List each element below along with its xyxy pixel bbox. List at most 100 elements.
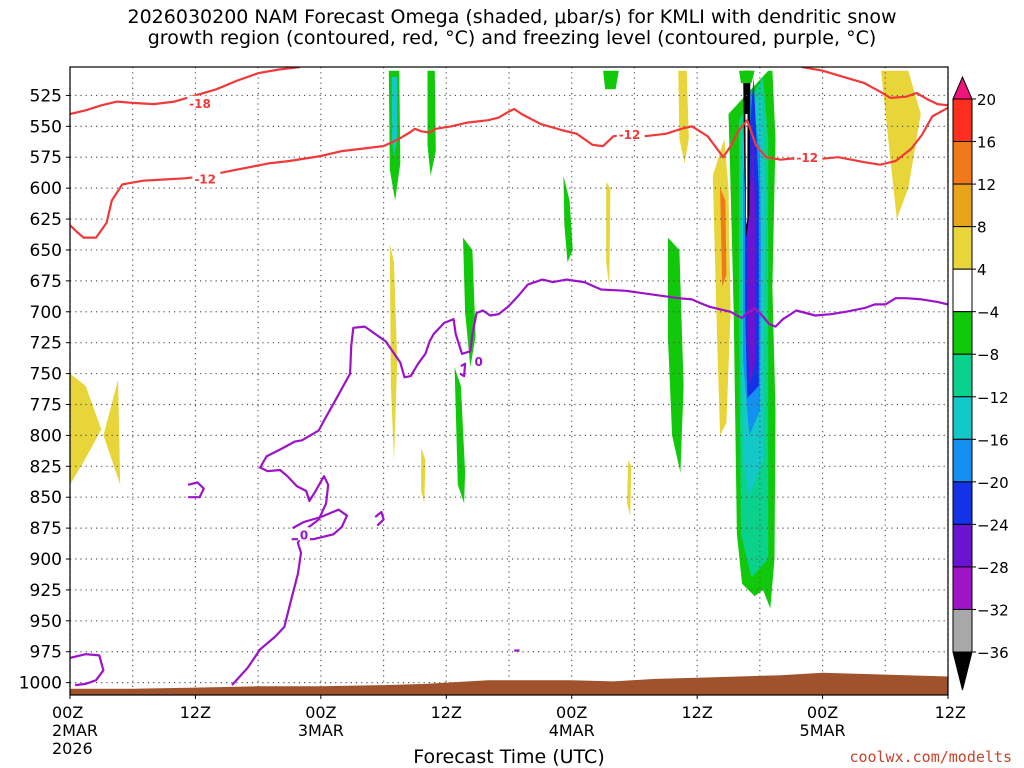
y-tick-label-875: 875 <box>30 519 62 539</box>
omega-region-13 <box>678 70 689 164</box>
y-tick-label-975: 975 <box>30 643 62 663</box>
colorbar: 20 16 12 8 4 −4 −8 −12 −16 −20 −24 −28 −32 −36 <box>952 75 1009 691</box>
terrain-fill <box>70 672 948 695</box>
chart-title-line-2: growth region (contoured, red, °C) and f… <box>147 27 877 49</box>
freezing-contour-4 <box>374 510 385 527</box>
x-tick-label-1: 12Z <box>180 703 211 722</box>
omega-region-15 <box>720 188 727 287</box>
colorbar-label-3: 8 <box>977 219 987 237</box>
colorbar-band-4 <box>952 226 973 270</box>
colorbar-label-13: −36 <box>977 644 1009 662</box>
x-tick-date-0: 2MAR <box>52 721 98 740</box>
dendritic-label-4: -12 <box>796 151 818 165</box>
colorbar-band-12 <box>952 566 973 610</box>
colorbar-label-7: −12 <box>977 389 1009 407</box>
colorbar-label-6: −8 <box>977 346 999 364</box>
omega-region-14 <box>712 138 731 436</box>
colorbar-band-13 <box>952 608 973 653</box>
x-tick-label-7: 12Z <box>935 703 966 722</box>
x-tick-label-6: 00Z <box>807 703 838 722</box>
omega-region-24 <box>739 70 755 84</box>
y-tick-label-825: 825 <box>30 457 62 477</box>
dendritic-contour-1 <box>801 67 948 107</box>
freezing-contour-5 <box>459 362 467 378</box>
dendritic-label-bg-3 <box>616 126 645 140</box>
dendritic-label-bg-0 <box>187 95 216 109</box>
colorbar-band-8 <box>952 396 973 440</box>
y-tick-label-525: 525 <box>30 86 62 106</box>
x-tick-date-4: 4MAR <box>549 721 595 740</box>
x-tick-date-2: 3MAR <box>298 721 344 740</box>
colorbar-label-12: −32 <box>977 601 1009 619</box>
colorbar-label-5: −4 <box>977 304 999 322</box>
y-tick-label-900: 900 <box>30 550 62 570</box>
omega-region-11 <box>627 460 632 516</box>
freezing-contour-1 <box>231 278 948 686</box>
colorbar-label-2: 12 <box>977 176 996 194</box>
colorbar-label-11: −28 <box>977 559 1009 577</box>
y-tick-label-700: 700 <box>30 303 62 323</box>
omega-region-10 <box>603 70 619 90</box>
omega-region-7 <box>454 367 466 504</box>
colorbar-bottom-triangle <box>952 651 973 691</box>
y-tick-label-725: 725 <box>30 334 62 354</box>
colorbar-band-6 <box>952 311 973 355</box>
x-tick-label-4: 00Z <box>556 703 587 722</box>
x-tick-year-0: 2026 <box>52 739 93 758</box>
y-tick-label-850: 850 <box>30 488 62 508</box>
omega-region-6 <box>463 237 476 368</box>
colorbar-band-11 <box>952 523 973 568</box>
y-tick-label-750: 750 <box>30 365 62 385</box>
colorbar-label-10: −24 <box>977 516 1009 534</box>
x-tick-label-2: 00Z <box>305 703 336 722</box>
watermark: coolwx.com/modelts <box>849 748 1012 766</box>
freezing-contour-2 <box>187 481 205 499</box>
y-tick-label-775: 775 <box>30 395 62 415</box>
y-tick-label-600: 600 <box>30 179 62 199</box>
freezing-label-bg-1 <box>472 354 485 368</box>
freezing-label-1: 0 <box>474 355 482 369</box>
colorbar-band-1 <box>952 98 973 143</box>
colorbar-top-triangle <box>952 75 973 100</box>
colorbar-band-9 <box>952 438 973 483</box>
x-tick-label-3: 12Z <box>431 703 462 722</box>
omega-region-5 <box>421 447 426 504</box>
omega-region-3 <box>427 70 436 176</box>
freezing-label-3: 0 <box>300 528 308 542</box>
y-tick-label-575: 575 <box>30 148 62 168</box>
y-tick-label-675: 675 <box>30 272 62 292</box>
freezing-label-bg-3 <box>297 527 310 541</box>
colorbar-label-4: 4 <box>977 261 987 279</box>
y-tick-label-950: 950 <box>30 612 62 632</box>
colorbar-label-8: −16 <box>977 431 1009 449</box>
dendritic-label-0: -18 <box>189 97 211 111</box>
colorbar-label-9: −20 <box>977 474 1009 492</box>
y-tick-label-800: 800 <box>30 426 62 446</box>
omega-shading-layer <box>70 70 921 609</box>
terrain-layer <box>70 672 948 695</box>
y-tick-label-550: 550 <box>30 117 62 137</box>
y-tick-label-1000: 1000 <box>19 674 62 694</box>
colorbar-band-10 <box>952 481 973 525</box>
x-tick-label-0: 00Z <box>52 703 83 722</box>
x-tick-label-5: 12Z <box>681 703 712 722</box>
omega-region-25 <box>881 70 921 220</box>
y-tick-label-925: 925 <box>30 581 62 601</box>
axes-layer: 525 550 575 600 625 650 675 700 725 750 775 800 825 8… <box>19 86 966 768</box>
dendritic-label-2: -12 <box>194 172 216 186</box>
colorbar-band-3 <box>952 183 973 228</box>
dendritic-label-bg-2 <box>192 171 221 185</box>
omega-region-12 <box>667 237 684 473</box>
dendritic-label-3: -12 <box>619 128 641 142</box>
contour-label-layer: -18 -12 -12 -12 0 0 <box>187 95 823 542</box>
chart-title-line-1: 2026030200 NAM Forecast Omega (shaded, μ… <box>127 6 897 28</box>
x-tick-date-6: 5MAR <box>800 721 846 740</box>
plot-frame <box>69 66 949 696</box>
freezing-contour-3 <box>291 508 349 541</box>
dendritic-contour-0 <box>70 67 301 116</box>
colorbar-band-2 <box>952 141 973 185</box>
colorbar-label-0: 20 <box>977 91 996 109</box>
colorbar-band-5 <box>952 268 973 313</box>
omega-region-9 <box>606 182 611 287</box>
colorbar-band-7 <box>952 353 973 398</box>
